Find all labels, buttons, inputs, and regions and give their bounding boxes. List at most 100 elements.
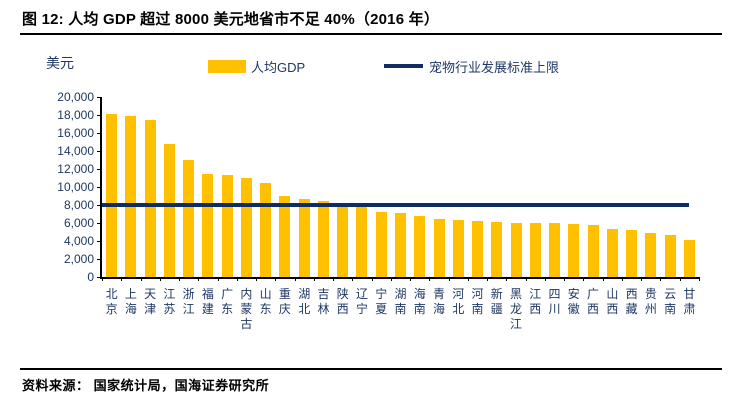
x-axis-tick: [102, 277, 103, 281]
bar-吉林: [317, 201, 329, 277]
x-axis-tick: [448, 277, 450, 281]
x-axis-tick: [467, 277, 469, 281]
bar-安徽: [568, 223, 580, 277]
x-axis-label-新疆: 新疆: [490, 287, 503, 316]
x-axis-tick: [621, 277, 623, 281]
x-axis-label-西藏: 西藏: [625, 287, 638, 316]
x-axis-label-北京: 北京: [105, 287, 118, 316]
x-axis-label-四川: 四川: [548, 287, 561, 316]
x-axis-label-河南: 河南: [471, 287, 484, 316]
x-axis-tick: [294, 277, 296, 281]
bar-上海: [125, 116, 137, 277]
bar-湖南: [395, 213, 406, 277]
bar-贵州: [645, 232, 657, 277]
x-axis-tick: [198, 277, 200, 281]
y-axis-label: 10,000: [57, 180, 94, 194]
x-axis-tick: [371, 277, 373, 281]
x-axis-label-吉林: 吉林: [317, 287, 330, 316]
y-axis-label: 18,000: [57, 108, 94, 122]
y-axis-label: 0: [87, 270, 94, 284]
bar-内蒙古: [240, 178, 252, 277]
x-axis-tick: [641, 277, 643, 281]
x-axis-tick: [313, 277, 315, 281]
bar-江西: [529, 223, 541, 277]
y-axis-label: 4,000: [63, 234, 94, 248]
y-axis-label: 20,000: [57, 90, 94, 104]
x-axis-label-江苏: 江苏: [163, 287, 176, 316]
bar-广西: [587, 225, 599, 277]
y-axis-label: 8,000: [63, 198, 94, 212]
x-axis-label-天津: 天津: [144, 287, 157, 316]
bar-辽宁: [356, 206, 368, 277]
footer-divider: [20, 368, 722, 370]
x-axis-tick: [410, 277, 412, 281]
x-axis-tick: [679, 277, 681, 281]
bar-swatch-icon: [208, 59, 246, 73]
x-axis-label-湖南: 湖南: [394, 287, 407, 316]
y-axis-tick: [97, 133, 102, 134]
x-axis-label-辽宁: 辽宁: [355, 287, 368, 316]
bar-陕西: [337, 204, 349, 277]
x-axis-tick: [660, 277, 662, 281]
x-axis-label-江西: 江西: [529, 287, 542, 316]
x-axis-label-甘肃: 甘肃: [683, 287, 696, 316]
bar-重庆: [279, 195, 291, 277]
x-axis-tick: [236, 277, 238, 281]
x-axis-label-贵州: 贵州: [644, 287, 657, 316]
line-swatch-icon: [384, 64, 423, 68]
x-axis-label-海南: 海南: [413, 287, 426, 316]
bar-福建: [202, 173, 214, 277]
bar-四川: [549, 223, 561, 277]
x-axis-tick: [525, 277, 527, 281]
y-axis-tick: [97, 169, 102, 170]
y-axis-tick: [97, 259, 102, 260]
x-axis-label-河北: 河北: [452, 287, 465, 316]
x-axis-tick: [583, 277, 585, 281]
y-axis-label: 14,000: [57, 144, 94, 158]
y-axis-tick: [97, 187, 102, 188]
bar-青海: [433, 218, 445, 277]
bar-海南: [414, 216, 426, 277]
x-axis-tick: [352, 277, 354, 281]
bar-广东: [221, 175, 233, 277]
x-axis-label-山东: 山东: [259, 287, 272, 316]
plot-area: 0 2,000 4,000 6,000 8,000 10,000 12,000 14,000 1…: [57, 90, 700, 331]
y-axis-label: 2,000: [63, 252, 94, 266]
x-axis-label-宁夏: 宁夏: [375, 287, 388, 316]
bar-山西: [606, 228, 618, 277]
bar-河北: [452, 219, 464, 277]
y-axis-tick: [97, 241, 102, 242]
x-axis-tick: [429, 277, 431, 281]
chart-legend: 人均GDP 宠物行业发展标准上限: [0, 58, 741, 75]
x-axis-label-山西: 山西: [606, 287, 619, 316]
y-axis-tick: [97, 205, 102, 206]
legend-label: 宠物行业发展标准上限: [429, 59, 560, 75]
bar-江苏: [163, 144, 175, 277]
y-axis-tick: [97, 97, 102, 98]
x-axis-tick: [256, 277, 258, 281]
figure-title: 图 12: 人均 GDP 超过 8000 美元地省市不足 40%（2016 年）: [22, 11, 440, 28]
bar-宁夏: [375, 212, 387, 277]
bar-西藏: [626, 230, 638, 277]
y-axis-tick: [97, 115, 102, 116]
legend-item-gdp: 人均GDP: [208, 58, 305, 75]
bar-黑龙江: [510, 222, 522, 277]
y-axis-tick: [97, 151, 102, 152]
bar-天津: [144, 120, 156, 277]
x-axis-tick: [217, 277, 219, 281]
y-axis-unit-label: 美元: [46, 55, 74, 71]
y-axis-label: 6,000: [63, 216, 94, 230]
bar-甘肃: [683, 240, 695, 277]
x-axis-label-云南: 云南: [664, 287, 677, 316]
x-axis-label-青海: 青海: [432, 287, 445, 316]
x-axis-label-黑龙江: 黑龙江: [510, 287, 523, 331]
y-axis-tick: [97, 223, 102, 224]
y-axis-label: 12,000: [57, 162, 94, 176]
x-axis-label-上海: 上海: [124, 287, 137, 316]
x-axis-tick: [390, 277, 392, 281]
x-axis-label-内蒙古: 内蒙古: [240, 287, 253, 331]
legend-item-threshold: 宠物行业发展标准上限: [384, 58, 560, 75]
x-axis-label-浙江: 浙江: [182, 287, 195, 316]
x-axis-tick: [564, 277, 566, 281]
